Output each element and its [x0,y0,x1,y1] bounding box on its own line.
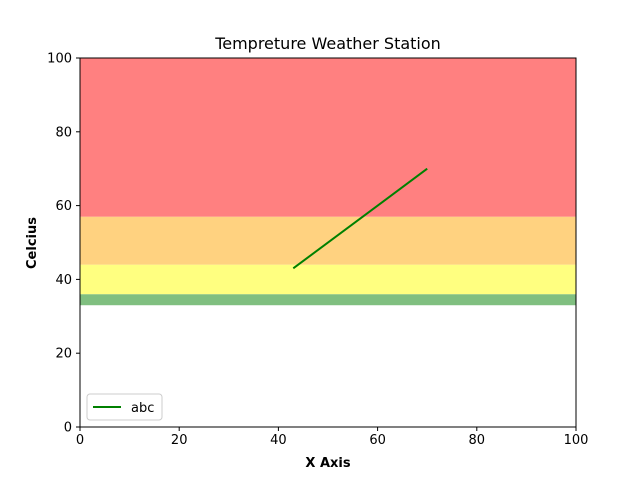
band-1 [80,264,576,295]
y-axis-ticks: 0 20 40 60 80 100 [47,52,80,436]
y-tick-label: 40 [55,273,72,288]
x-axis-ticks: 0 20 40 60 80 100 [76,427,589,448]
x-tick-label: 0 [76,433,84,448]
x-tick-label: 20 [171,433,188,448]
chart-title: Tempreture Weather Station [214,34,441,53]
y-tick-label: 80 [55,125,72,140]
legend-label: abc [131,401,154,416]
band-0 [80,294,576,306]
y-tick-label: 100 [47,52,72,67]
plot-frame [79,57,577,428]
legend-box [86,393,163,421]
x-tick-label: 80 [469,433,486,448]
y-tick-label: 60 [55,199,72,214]
y-tick-label: 0 [64,421,72,436]
y-axis-label: Celcius [25,217,40,269]
y-tick-label: 20 [55,347,72,362]
series-lines [292,167,428,270]
band-2 [80,216,576,265]
x-axis-label: X Axis [305,456,350,471]
band-3 [80,58,576,217]
series-line-0 [292,167,428,270]
threshold-bands [80,58,576,306]
x-tick-label: 100 [564,433,589,448]
legend: abc [86,393,163,421]
x-tick-label: 40 [270,433,287,448]
x-tick-label: 60 [369,433,386,448]
